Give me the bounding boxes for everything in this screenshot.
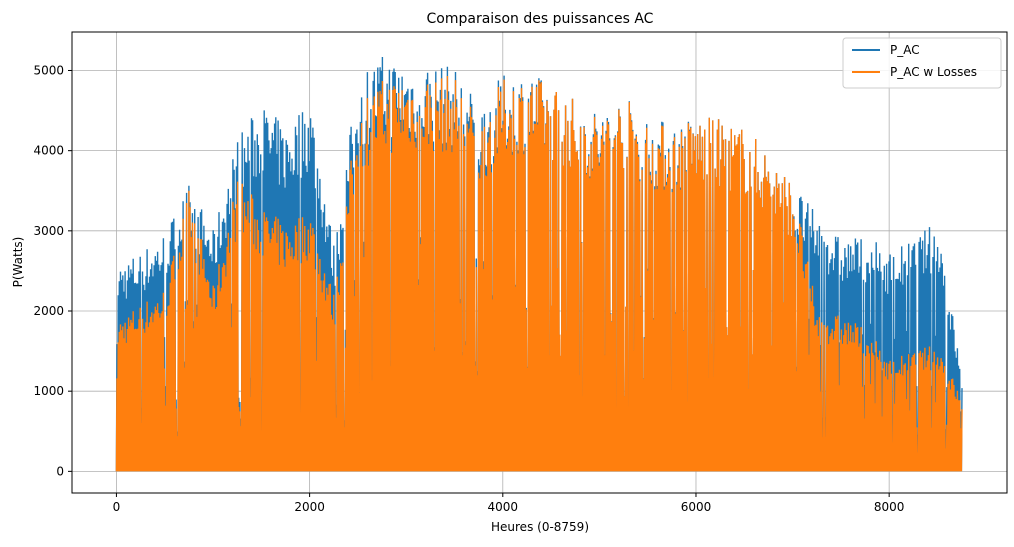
x-tick-label: 4000 xyxy=(488,500,519,514)
plot-area xyxy=(115,56,963,472)
x-tick-label: 6000 xyxy=(681,500,712,514)
legend-label-p-ac: P_AC xyxy=(890,43,920,57)
y-tick-label: 1000 xyxy=(33,384,64,398)
y-tick-label: 4000 xyxy=(33,144,64,158)
axes-frame xyxy=(71,31,1008,494)
y-tick-label: 0 xyxy=(56,464,64,478)
x-axis: 0 2000 4000 6000 8000 xyxy=(113,493,905,514)
series-line-1 xyxy=(115,75,963,472)
x-axis-label: Heures (0-8759) xyxy=(491,520,589,534)
x-tick-label: 0 xyxy=(113,500,121,514)
y-axis-label: P(Watts) xyxy=(11,237,25,288)
y-tick-label: 2000 xyxy=(33,304,64,318)
y-tick-label: 5000 xyxy=(33,63,64,77)
y-tick-label: 3000 xyxy=(33,224,64,238)
legend-label-p-ac-losses: P_AC w Losses xyxy=(890,65,977,79)
x-tick-label: 8000 xyxy=(874,500,905,514)
chart-title: Comparaison des puissances AC xyxy=(427,11,654,27)
y-axis: 0 1000 2000 3000 4000 5000 xyxy=(33,63,72,478)
x-tick-label: 2000 xyxy=(294,500,325,514)
legend: P_AC P_AC w Losses xyxy=(842,37,1002,89)
legend-box xyxy=(842,37,1002,89)
